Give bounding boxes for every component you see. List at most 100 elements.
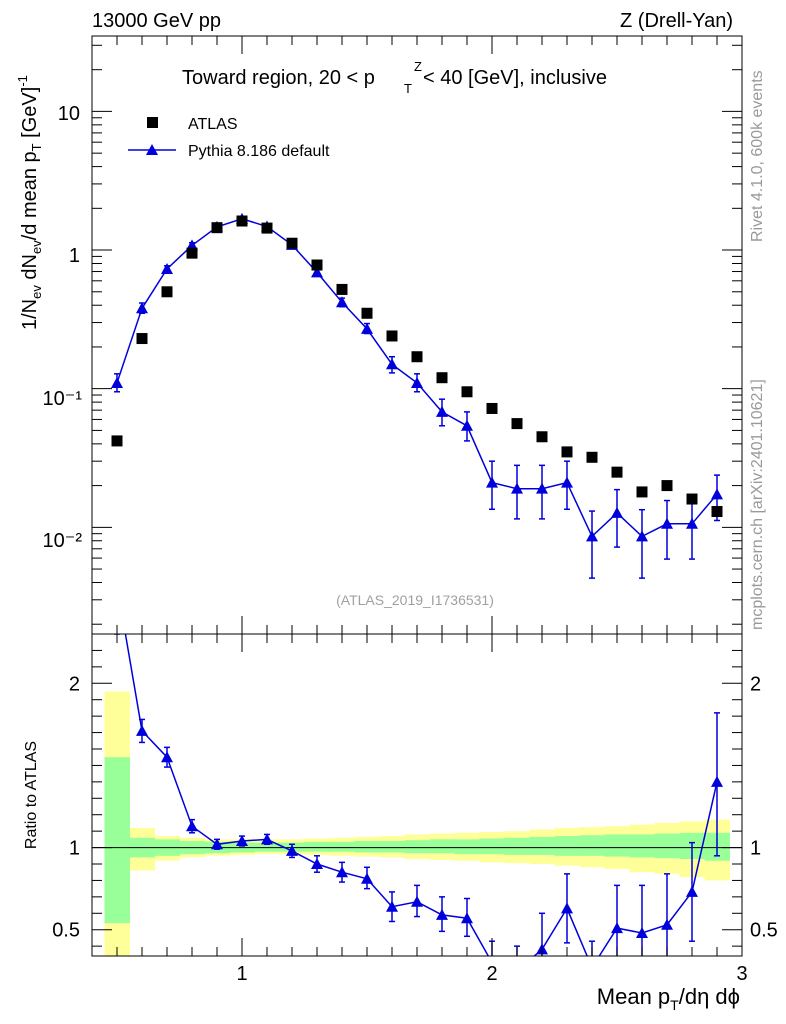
mc-point: [486, 476, 498, 488]
uncertainty-band-inner: [629, 834, 655, 858]
legend-mc-marker: [146, 144, 158, 155]
atlas-data-point: [711, 506, 723, 518]
atlas-data-point: [611, 466, 623, 478]
mc-point: [361, 322, 373, 334]
ratio-axis-ticks: [92, 634, 743, 956]
uncertainty-band-inner: [654, 833, 680, 859]
ratio-mc-point: [511, 965, 523, 976]
mc-point: [511, 482, 523, 494]
uncertainty-band-inner: [529, 836, 555, 855]
uncertainty-band-inner: [304, 841, 330, 852]
ratio-mc-point: [311, 858, 323, 869]
atlas-data-point: [386, 330, 398, 342]
uncertainty-band-inner: [479, 838, 505, 855]
atlas-data-point: [486, 402, 498, 414]
y-tick-label-0.1: 10⁻¹: [43, 388, 83, 410]
uncertainty-band-inner: [454, 839, 480, 855]
ratio-mc-point: [661, 918, 673, 930]
ratio-y-tick-label-left: 0.5: [52, 920, 80, 942]
ratio-mc-point: [636, 927, 648, 938]
main-plot-area: [111, 212, 723, 579]
ratio-mc-point: [436, 908, 448, 920]
uncertainty-band-inner: [354, 841, 380, 853]
ratio-mc-point: [411, 895, 423, 907]
atlas-data-point: [511, 418, 523, 430]
ratio-mc-point: [461, 912, 473, 924]
ratio-mc-point: [586, 962, 598, 973]
atlas-data-point: [436, 372, 448, 384]
x-tick-label: 3: [736, 963, 747, 985]
mc-point: [436, 405, 448, 417]
header-left: 13000 GeV pp: [92, 10, 221, 32]
atlas-data-point: [686, 493, 698, 505]
mc-point: [411, 376, 423, 388]
mc-point: [636, 530, 648, 542]
mc-point: [386, 358, 398, 370]
main-axis-ticks: [92, 36, 742, 634]
mc-point: [711, 488, 723, 500]
uncertainty-band-inner: [554, 836, 580, 856]
legend-mc-label: Pythia 8.186 default: [188, 143, 330, 160]
ratio-mc-point: [261, 833, 273, 845]
ratio-y-tick-label-left: 1: [69, 838, 80, 860]
atlas-data-point: [536, 431, 548, 443]
ratio-y-tick-label-left: 2: [69, 673, 80, 695]
uncertainty-band-inner: [604, 834, 630, 857]
mc-point: [161, 263, 173, 275]
mc-point: [536, 482, 548, 494]
atlas-data-point: [336, 283, 348, 295]
ratio-mc-point: [611, 922, 623, 934]
ratio-mc-point: [136, 724, 148, 736]
atlas-data-point: [561, 446, 573, 458]
mc-point: [661, 517, 673, 529]
ratio-mc-point: [111, 579, 123, 590]
mc-point: [686, 517, 698, 529]
ratio-mc-point: [236, 835, 248, 846]
atlas-data-point: [161, 286, 173, 298]
x-tick-label: 2: [486, 963, 497, 985]
y-tick-label-1: 1: [69, 245, 80, 267]
title-superscript: Z: [414, 59, 422, 74]
main-panel: Toward region, 20 < p T Z < 40 [GeV], in…: [15, 35, 743, 635]
uncertainty-band-inner: [104, 757, 130, 924]
y-tick-label-0.01: 10⁻²: [43, 530, 83, 552]
atlas-data-point: [311, 259, 323, 271]
ratio-y-tick-label-right: 1: [750, 838, 761, 860]
mc-point: [336, 296, 348, 308]
header-right: Z (Drell-Yan): [620, 10, 733, 32]
atlas-data-point: [411, 351, 423, 363]
legend: ATLAS Pythia 8.186 default: [128, 116, 330, 160]
ratio-mc-point: [161, 751, 173, 763]
mc-point: [311, 266, 323, 278]
ratio-panel: 0.5 0.5 1 1 2 2 1 2 3 Ratio to ATLAS Mean pT/dη …: [23, 579, 778, 1013]
mc-point: [111, 376, 123, 388]
ratio-y-tick-label-right: 2: [750, 673, 761, 695]
atlas-data-point: [586, 451, 598, 463]
atlas-data-point: [661, 480, 673, 492]
ratio-mc-point: [361, 872, 373, 884]
atlas-data-point: [211, 222, 223, 234]
legend-data-marker: [147, 117, 158, 128]
title-part-1: Toward region, 20 < p: [182, 67, 375, 89]
uncertainty-band-inner: [379, 841, 405, 853]
ratio-mc-point: [386, 900, 398, 912]
ratio-mc-point: [711, 775, 723, 787]
atlas-data-point: [286, 237, 298, 249]
ratio-tick-labels: 0.5 0.5 1 1 2 2 1 2 3: [52, 673, 778, 985]
ratio-mc-point: [686, 885, 698, 897]
mc-point: [586, 530, 598, 542]
y-tick-label-10: 10: [58, 103, 80, 125]
title-part-2: < 40 [GeV], inclusive: [423, 67, 607, 89]
atlas-data-point: [636, 486, 648, 498]
uncertainty-band-inner: [579, 835, 605, 856]
uncertainty-band-inner: [429, 839, 455, 854]
atlas-data-point: [261, 222, 273, 234]
uncertainty-band-inner: [329, 841, 355, 852]
rivet-label: Rivet 4.1.0, 600k events: [749, 70, 766, 242]
ratio-mc-point: [186, 820, 198, 832]
analysis-reference: (ATLAS_2019_I1736531): [336, 592, 494, 608]
title-subscript: T: [404, 81, 412, 96]
x-axis-title: Mean pT/dη dϕ: [597, 984, 740, 1013]
uncertainty-band-inner: [404, 840, 430, 854]
atlas-data-point: [361, 307, 373, 319]
